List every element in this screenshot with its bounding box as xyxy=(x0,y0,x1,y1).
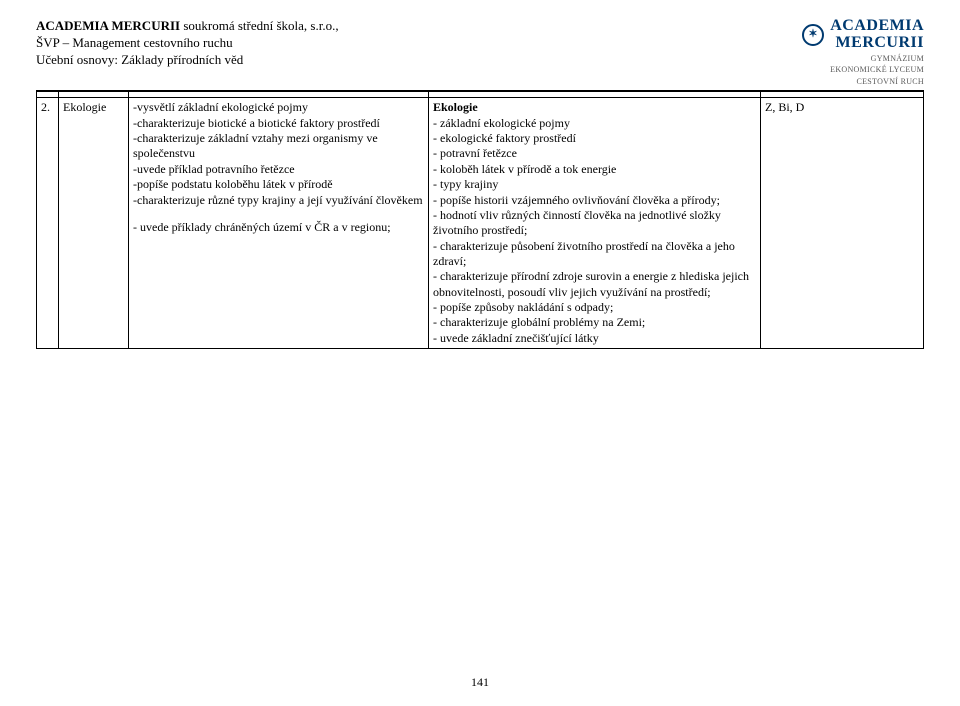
outcome-line: - charakterizuje působení životního pros… xyxy=(433,239,756,270)
logo-word-1: ACADEMIA xyxy=(830,17,924,34)
outcome-line: - popíše způsoby nakládání s odpady; xyxy=(433,300,756,315)
header-text-block: ACADEMIA MERCURII soukromá střední škola… xyxy=(36,18,339,69)
school-name-rest: soukromá střední škola, s.r.o., xyxy=(180,18,339,33)
curriculum-table: 2. Ekologie -vysvětlí základní ekologick… xyxy=(36,91,924,349)
outcome-line: - základní ekologické pojmy xyxy=(433,116,756,131)
logo-word-2: MERCURII xyxy=(836,34,924,51)
header-line-3: Učební osnovy: Základy přírodních věd xyxy=(36,52,339,69)
outcome-line: - typy krajiny xyxy=(433,177,756,192)
logo-sub-2: EKONOMICKÉ LYCEUM xyxy=(802,65,924,75)
logo-brand: ✶ ACADEMIA MERCURII xyxy=(802,18,924,52)
school-name-bold: ACADEMIA MERCURII xyxy=(36,18,180,33)
page-header: ACADEMIA MERCURII soukromá střední škola… xyxy=(36,18,924,86)
cell-number: 2. xyxy=(37,98,59,349)
globe-icon: ✶ xyxy=(802,24,824,46)
activity-line: -charakterizuje základní vztahy mezi org… xyxy=(133,131,424,162)
outcome-line: - potravní řetězce xyxy=(433,146,756,161)
cell-outcomes: Ekologie - základní ekologické pojmy - e… xyxy=(429,98,761,349)
outcome-line: - charakterizuje globální problémy na Ze… xyxy=(433,315,756,330)
outcome-line: - ekologické faktory prostředí xyxy=(433,131,756,146)
activity-line: -vysvětlí základní ekologické pojmy xyxy=(133,100,424,115)
header-line-2: ŠVP – Management cestovního ruchu xyxy=(36,35,339,52)
activity-line: - uvede příklady chráněných území v ČR a… xyxy=(133,220,424,235)
activity-line: -uvede příklad potravního řetězce xyxy=(133,162,424,177)
cell-subjects: Z, Bi, D xyxy=(761,98,924,349)
outcome-title: Ekologie xyxy=(433,100,478,114)
logo-sub-3: CESTOVNÍ RUCH xyxy=(802,77,924,87)
table-row: 2. Ekologie -vysvětlí základní ekologick… xyxy=(37,98,924,349)
page-number: 141 xyxy=(0,675,960,690)
outcome-line: - charakterizuje přírodní zdroje surovin… xyxy=(433,269,756,300)
cell-topic: Ekologie xyxy=(59,98,129,349)
logo-sub-1: GYMNÁZIUM xyxy=(802,54,924,64)
outcome-line: - popíše historii vzájemného ovlivňování… xyxy=(433,193,756,208)
activity-line: -charakterizuje biotické a biotické fakt… xyxy=(133,116,424,131)
outcome-line: - uvede základní znečišťující látky xyxy=(433,331,756,346)
header-logo: ✶ ACADEMIA MERCURII GYMNÁZIUM EKONOMICKÉ… xyxy=(802,18,924,86)
cell-activities: -vysvětlí základní ekologické pojmy -cha… xyxy=(129,98,429,349)
activity-line: -popíše podstatu koloběhu látek v přírod… xyxy=(133,177,424,192)
outcome-line: - hodnotí vliv různých činností člověka … xyxy=(433,208,756,239)
activity-line: -charakterizuje různé typy krajiny a jej… xyxy=(133,193,424,208)
outcome-line: - koloběh látek v přírodě a tok energie xyxy=(433,162,756,177)
